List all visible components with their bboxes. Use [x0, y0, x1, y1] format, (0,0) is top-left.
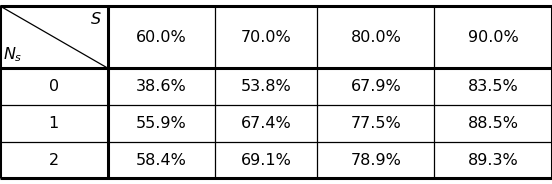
Text: 80.0%: 80.0% [351, 29, 401, 45]
Text: $S$: $S$ [91, 11, 102, 26]
Text: 38.6%: 38.6% [136, 79, 187, 94]
Text: 89.3%: 89.3% [468, 153, 518, 168]
Text: 1: 1 [49, 116, 59, 131]
Text: 69.1%: 69.1% [241, 153, 292, 168]
Text: 77.5%: 77.5% [351, 116, 401, 131]
Text: 0: 0 [49, 79, 59, 94]
Text: 67.9%: 67.9% [351, 79, 401, 94]
Text: 70.0%: 70.0% [241, 29, 291, 45]
Text: 88.5%: 88.5% [468, 116, 519, 131]
Text: 83.5%: 83.5% [468, 79, 518, 94]
Text: 90.0%: 90.0% [468, 29, 518, 45]
Text: 58.4%: 58.4% [136, 153, 187, 168]
Text: $N_s$: $N_s$ [3, 46, 22, 64]
Text: 55.9%: 55.9% [136, 116, 187, 131]
Text: 78.9%: 78.9% [351, 153, 401, 168]
Text: 67.4%: 67.4% [241, 116, 291, 131]
Text: 53.8%: 53.8% [241, 79, 291, 94]
Text: 2: 2 [49, 153, 59, 168]
Text: 60.0%: 60.0% [136, 29, 187, 45]
